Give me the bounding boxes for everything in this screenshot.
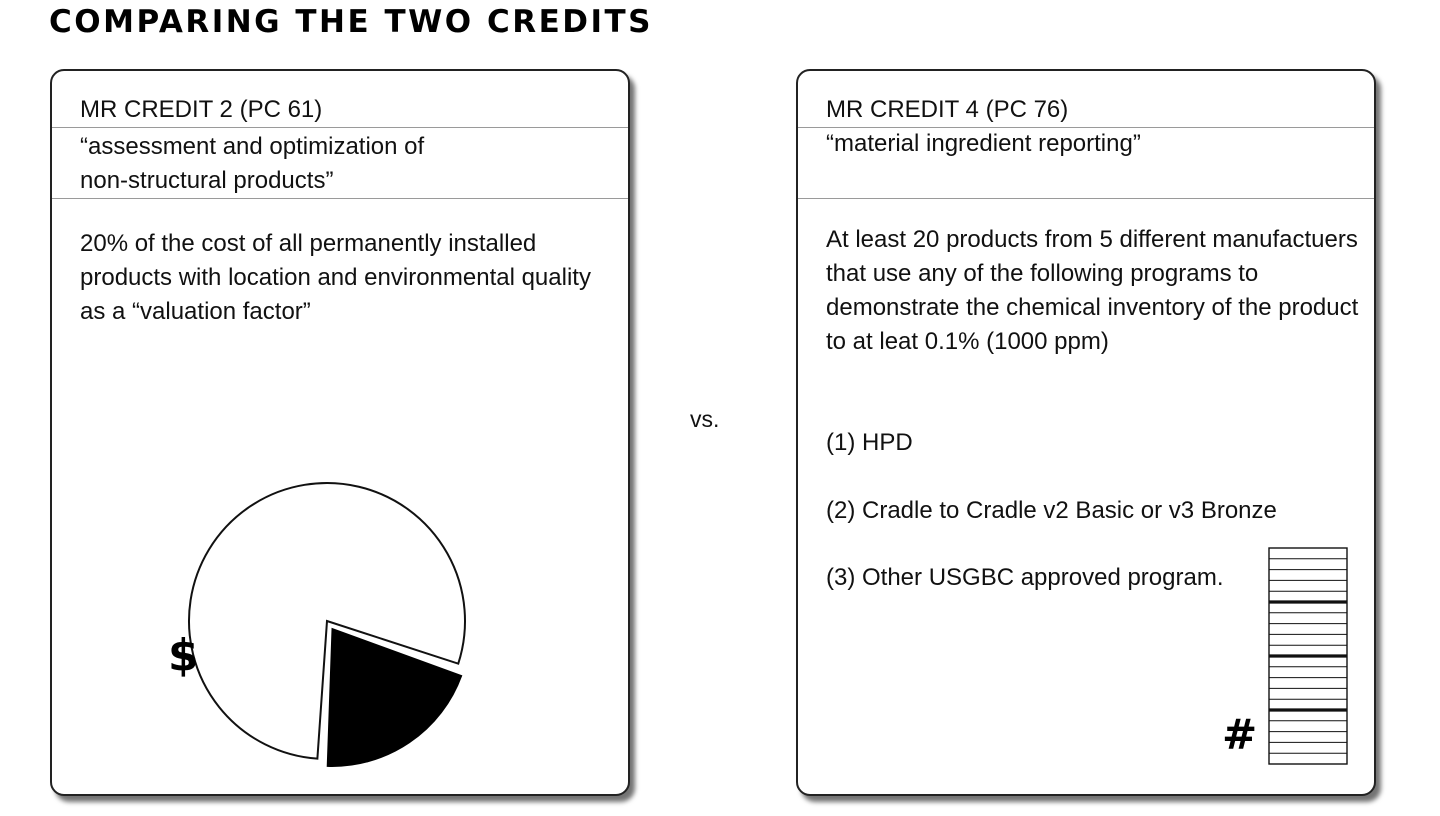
- card-subtitle: “material ingredient reporting”: [798, 128, 1374, 199]
- product-stack: [1268, 547, 1348, 765]
- vs-label: vs.: [690, 406, 720, 432]
- card-subtitle-text: “material ingredient reporting”: [826, 130, 1141, 157]
- card-header-text: MR CREDIT 2 (PC 61): [80, 96, 323, 123]
- card-subtitle: “assessment and optimization of non-stru…: [52, 128, 628, 199]
- credit-card-left: MR CREDIT 2 (PC 61) “assessment and opti…: [50, 69, 630, 796]
- hash-icon: #: [1222, 710, 1258, 759]
- pie-chart: [188, 482, 466, 767]
- dollar-icon: $: [168, 630, 199, 681]
- program-list: (1) HPD (2) Cradle to Cradle v2 Basic or…: [826, 426, 1277, 629]
- program-item: (3) Other USGBC approved program.: [826, 564, 1224, 591]
- card-header-text: MR CREDIT 4 (PC 76): [826, 96, 1069, 123]
- page-title: COMPARING THE TWO CREDITS: [49, 4, 653, 40]
- card-body-text: 20% of the cost of all permanently insta…: [80, 230, 591, 325]
- card-header: MR CREDIT 4 (PC 76): [798, 71, 1374, 128]
- pie-slice-highlighted: [326, 627, 463, 767]
- card-body-text: At least 20 products from 5 different ma…: [826, 226, 1359, 355]
- card-header: MR CREDIT 2 (PC 61): [52, 71, 628, 128]
- card-subtitle-text: “assessment and optimization of non-stru…: [80, 133, 425, 194]
- program-item: (2) Cradle to Cradle v2 Basic or v3 Bron…: [826, 496, 1277, 524]
- credit-card-right: MR CREDIT 4 (PC 76) “material ingredient…: [796, 69, 1376, 796]
- pie-slice-remaining: [188, 482, 466, 760]
- program-item: (1) HPD: [826, 429, 913, 456]
